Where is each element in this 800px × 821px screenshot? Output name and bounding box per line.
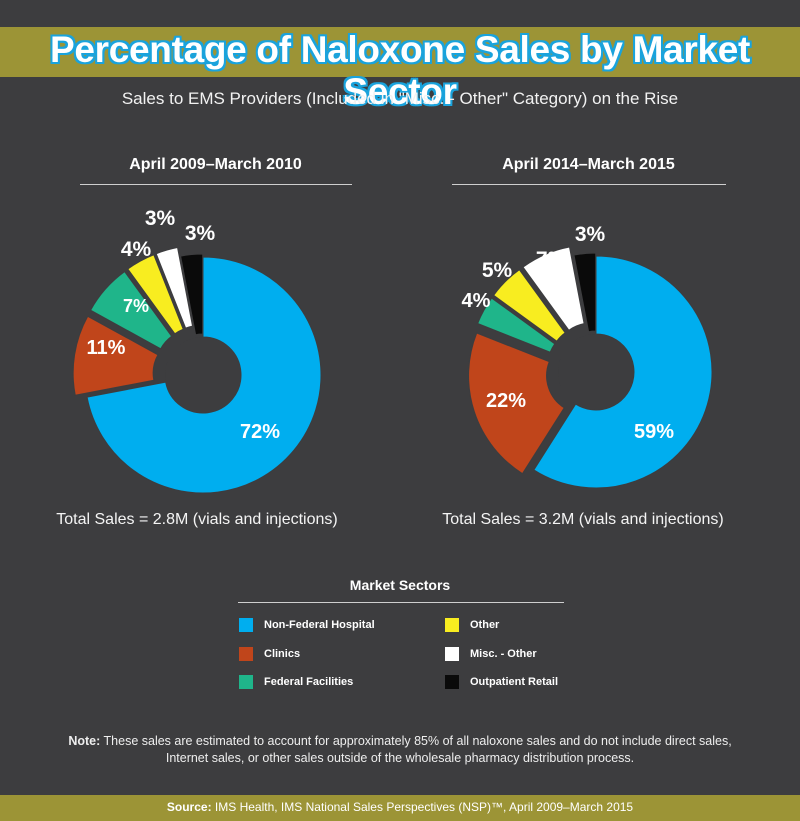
chart-1-rule — [80, 184, 352, 185]
chart-1-title: April 2009–March 2010 — [129, 156, 302, 173]
legend-swatch — [445, 647, 459, 661]
source-text: IMS Health, IMS National Sales Perspecti… — [211, 800, 634, 814]
chart-1-data-label: 3% — [185, 222, 216, 245]
chart-1-slice-misc-other — [155, 246, 194, 329]
legend-swatch — [239, 618, 253, 632]
chart-1-slice-other — [127, 254, 184, 335]
chart-2-title: April 2014–March 2015 — [502, 156, 675, 173]
footnote: Note: These sales are estimated to accou… — [60, 733, 740, 767]
chart-2-donut-hole — [558, 334, 634, 410]
legend-item-clinics: Clinics — [239, 647, 300, 661]
legend-label: Misc. - Other — [470, 648, 537, 660]
legend-swatch — [445, 675, 459, 689]
page-title: Percentage of Naloxone Sales by Market S… — [49, 29, 751, 112]
legend-label: Non-Federal Hospital — [264, 619, 375, 631]
legend-swatch — [239, 647, 253, 661]
legend-item-other: Other — [445, 618, 499, 632]
chart-2-slice-outpatient-retail — [573, 252, 597, 333]
chart-2-data-label: 4% — [462, 290, 491, 312]
chart-2-slice-other — [492, 268, 566, 342]
source-label: Source: — [166, 800, 212, 814]
chart-1-slice-outpatient-retail — [180, 253, 204, 336]
chart-2-total: Total Sales = 3.2M (vials and injections… — [442, 511, 724, 528]
legend-item-non-federal-hospital: Non-Federal Hospital — [239, 618, 375, 632]
legend-item-federal-facilities: Federal Facilities — [239, 675, 353, 689]
note-label: Note: — [68, 734, 101, 748]
chart-2-slice-federal-facilities — [476, 297, 556, 353]
chart-1-data-label: 3% — [145, 207, 176, 230]
note-text: These sales are estimated to account for… — [100, 734, 732, 765]
title-bar — [0, 27, 800, 77]
chart-2-slice-misc-other — [522, 246, 585, 331]
chart-1-total: Total Sales = 2.8M (vials and injections… — [56, 511, 338, 528]
chart-2-rule — [452, 184, 726, 185]
page-subtitle: Sales to EMS Providers (Included in "Mis… — [121, 89, 679, 108]
legend-label: Federal Facilities — [264, 676, 354, 688]
legend-label: Other — [470, 619, 500, 631]
chart-2-data-label: 3% — [575, 223, 606, 246]
legend-swatch — [445, 618, 459, 632]
chart-2-data-label: 22% — [486, 390, 526, 412]
chart-1-donut-hole — [165, 337, 241, 413]
legend-label: Outpatient Retail — [470, 676, 559, 688]
legend-item-misc-other: Misc. - Other — [445, 647, 537, 661]
chart-2-data-label: 5% — [482, 259, 513, 282]
legend-label: Clinics — [264, 648, 301, 660]
legend-swatch — [239, 675, 253, 689]
chart-2-data-label: 59% — [634, 421, 674, 443]
legend-item-outpatient-retail: Outpatient Retail — [445, 675, 558, 689]
chart-1-data-label: 72% — [240, 421, 280, 443]
source-bar: Source: IMS Health, IMS National Sales P… — [0, 795, 800, 821]
chart-2-data-label: 7% — [536, 248, 567, 271]
chart-1-data-label: 7% — [123, 296, 149, 316]
chart-1-slice-clinics — [72, 315, 159, 396]
chart-1-data-label: 11% — [87, 337, 126, 359]
chart-1-slice-federal-facilities — [89, 270, 173, 350]
chart-2-slice-clinics — [468, 332, 565, 475]
legend-rule — [238, 602, 564, 603]
chart-1-data-label: 4% — [121, 238, 152, 261]
legend-title: Market Sectors — [349, 577, 451, 593]
